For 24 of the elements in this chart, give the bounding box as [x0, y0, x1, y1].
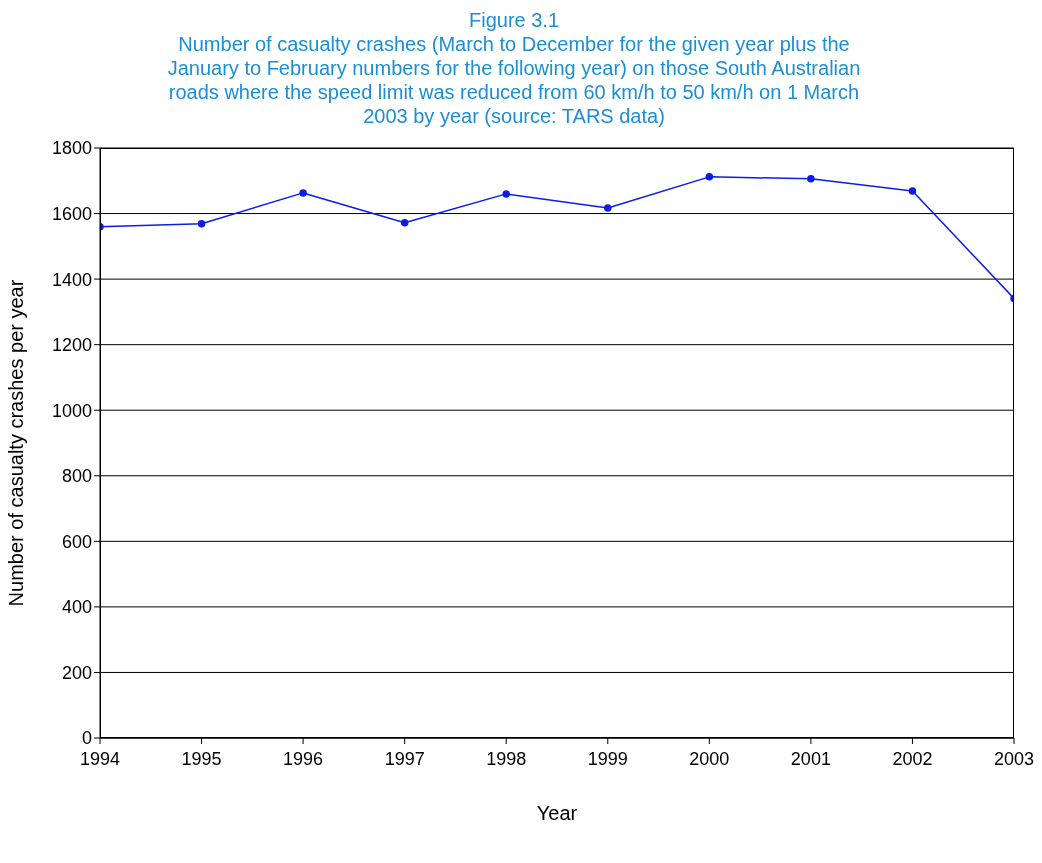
x-tick-label: 2003 [993, 748, 1035, 769]
x-axis-title: Year [536, 802, 578, 824]
chart-subtitle: Number of casualty crashes (March to December for the given year plus the January to February numbers for the following year) on those South Australian roads where the speed limit was reduced from 60 km/h to 50 km/h on 1 March 2003 by year (source: TARS data) [166, 32, 862, 128]
x-tick-label: 1998 [486, 748, 527, 769]
y-tick-label: 1000 [51, 400, 92, 421]
x-tick-label: 1999 [587, 748, 628, 769]
y-tick-label: 800 [61, 466, 92, 487]
x-tick-label: 2001 [790, 748, 831, 769]
x-tick-label: 1995 [181, 748, 222, 769]
chart-title: Figure 3.1 [467, 8, 561, 32]
x-tick-label: 2002 [892, 748, 933, 769]
y-tick-label: 200 [61, 662, 92, 683]
x-tick-label: 1994 [79, 748, 121, 769]
y-tick-label: 0 [81, 728, 92, 749]
y-tick-label: 1200 [51, 335, 92, 356]
y-axis-title: Number of casualty crashes per year [5, 279, 28, 607]
y-tick-label: 1400 [51, 269, 92, 290]
y-tick-label: 1800 [51, 138, 92, 159]
y-tick-label: 1600 [51, 203, 92, 224]
x-tick-label: 1996 [283, 748, 324, 769]
x-tick-label: 1997 [384, 748, 425, 769]
y-tick-label: 600 [61, 531, 92, 552]
x-tick-label: 2000 [689, 748, 730, 769]
y-tick-label: 400 [61, 597, 92, 618]
